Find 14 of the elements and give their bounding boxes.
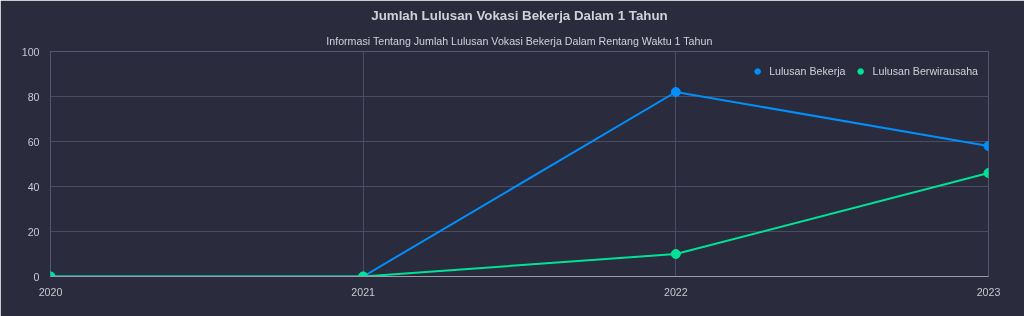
x-tick-label: 2023 — [976, 285, 1001, 298]
y-tick-label: 80 — [27, 90, 40, 103]
chart-title: Jumlah Lulusan Vokasi Bekerja Dalam 1 Tahun — [371, 7, 668, 23]
y-tick-label: 0 — [33, 270, 40, 283]
x-tick-label: 2022 — [663, 285, 688, 298]
legend-label: Lulusan Berwirausaha — [872, 65, 978, 77]
y-tick-label: 100 — [21, 45, 40, 58]
x-tick-label: 2021 — [351, 285, 376, 298]
legend-label: Lulusan Bekerja — [769, 65, 846, 77]
chart-subtitle: Informasi Tentang Jumlah Lulusan Vokasi Bekerja Dalam Rentang Waktu 1 Tahun — [326, 34, 713, 47]
y-tick-label: 20 — [27, 225, 40, 238]
y-tick-label: 40 — [27, 180, 40, 193]
y-tick-label: 60 — [27, 135, 40, 148]
x-tick-label: 2020 — [38, 285, 63, 298]
